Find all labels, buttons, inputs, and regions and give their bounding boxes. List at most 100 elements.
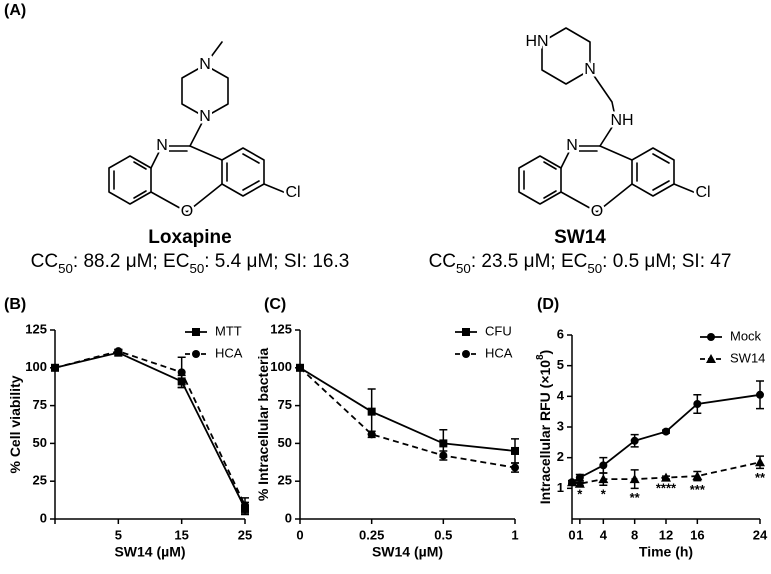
y-tick-label: 6 [557,326,564,341]
panel-label: (D) [537,296,559,313]
marker [693,400,702,408]
marker [511,446,519,455]
marker [439,451,448,460]
y-tick-label: 100 [25,359,47,374]
x-tick-label: 16 [690,527,704,542]
text-part: : 23.5 μM; EC [471,251,588,272]
y-tick-label: 4 [557,388,565,403]
legend-label: MTT [215,323,242,338]
atom-label: NH [610,112,633,129]
x-tick-label: 12 [659,527,673,542]
x-tick-label: 1 [511,527,518,542]
text-part: : 88.2 μM; EC [73,251,190,272]
marker [755,457,765,467]
x-axis-label: SW14 (µM) [372,544,443,560]
marker [629,474,640,484]
significance-label: *** [690,482,706,497]
marker [661,472,671,482]
text-part: % Intracellular bacteria [255,348,271,502]
x-tick-label: 0 [568,527,575,542]
compound-properties: CC50: 23.5 μM; EC50: 0.5 μM; SI: 47 [429,251,732,276]
script-text: 50 [587,261,602,276]
atom-label: N [199,56,211,73]
text-part: : 5.4 μM; SI: 16.3 [204,251,349,272]
y-tick-label: 50 [33,435,47,450]
x-tick-label: 0.25 [359,527,384,542]
panel-label: (C) [264,296,286,313]
marker [296,363,304,372]
marker [599,461,608,470]
marker [177,368,186,377]
marker [662,427,670,436]
y-tick-label: 25 [33,473,47,488]
series-line [54,350,246,506]
atom-label: N [584,61,596,78]
marker [575,473,584,482]
y-tick-label: 1 [557,480,564,495]
marker [630,436,639,445]
significance-label: * [577,487,583,502]
y-tick-label: 0 [285,510,292,525]
atom-label: Cl [285,184,300,201]
atom-label: N [199,108,211,125]
x-tick-label: 15 [174,527,188,542]
panel-label: (B) [4,296,26,313]
atom-label: HN [525,33,548,50]
text-part: : 0.5 μM; SI: 47 [602,251,731,272]
marker [114,347,123,356]
marker [462,328,470,336]
y-tick-label: 3 [557,418,564,433]
y-tick-label: 50 [278,435,292,450]
y-tick-label: 75 [278,397,292,412]
atom-label: N [566,137,578,154]
script-text: 50 [58,261,73,276]
atom-label: Cl [695,184,710,201]
marker [567,477,577,487]
x-tick-label: 25 [238,527,252,542]
marker [692,471,703,481]
legend-label: SW14 [730,350,765,365]
script-text: 50 [456,261,471,276]
marker [574,478,585,488]
atom-label: O [591,203,603,220]
x-tick-label: 0 [296,527,303,542]
series-line [299,367,516,469]
compound-properties: CC50: 88.2 μM; EC50: 5.4 μM; SI: 16.3 [31,251,350,276]
marker [707,333,715,341]
y-tick-label: 5 [557,357,564,372]
x-tick-label: 5 [115,527,122,542]
x-tick-label: 24 [753,527,768,542]
compound-name: SW14 [554,227,606,248]
series-line [299,367,516,452]
text-part: % Cell viability [7,375,23,473]
marker [511,463,519,472]
marker [367,430,376,439]
legend-label: HCA [215,345,243,360]
significance-label: ** [630,490,641,505]
compound-name: Loxapine [148,227,231,248]
marker [192,328,200,336]
atom-label: N [156,137,168,154]
legend-label: Mock [730,328,762,343]
y-axis-label: % Cell viability [7,375,23,473]
x-tick-label: 0.5 [434,527,452,542]
x-axis-label: Time (h) [639,544,693,560]
y-tick-label: 100 [270,359,292,374]
y-axis-label: Intracellular RFU (×108) [535,350,553,504]
text-part: ) [537,350,553,355]
y-tick-label: 75 [33,397,47,412]
y-tick-label: 125 [270,321,292,336]
marker [51,363,59,372]
marker [598,474,609,484]
atom-label: O [181,203,193,220]
legend-label: HCA [485,345,513,360]
significance-label: ** [755,470,766,485]
marker [367,407,376,416]
x-axis-label: SW14 (µM) [114,544,185,560]
structure-loxapine: N O Cl N N [108,41,303,223]
panel-label: (A) [4,2,26,19]
text-part: Intracellular RFU (×10 [537,360,553,505]
marker [706,354,716,363]
x-tick-label: 8 [631,527,638,542]
